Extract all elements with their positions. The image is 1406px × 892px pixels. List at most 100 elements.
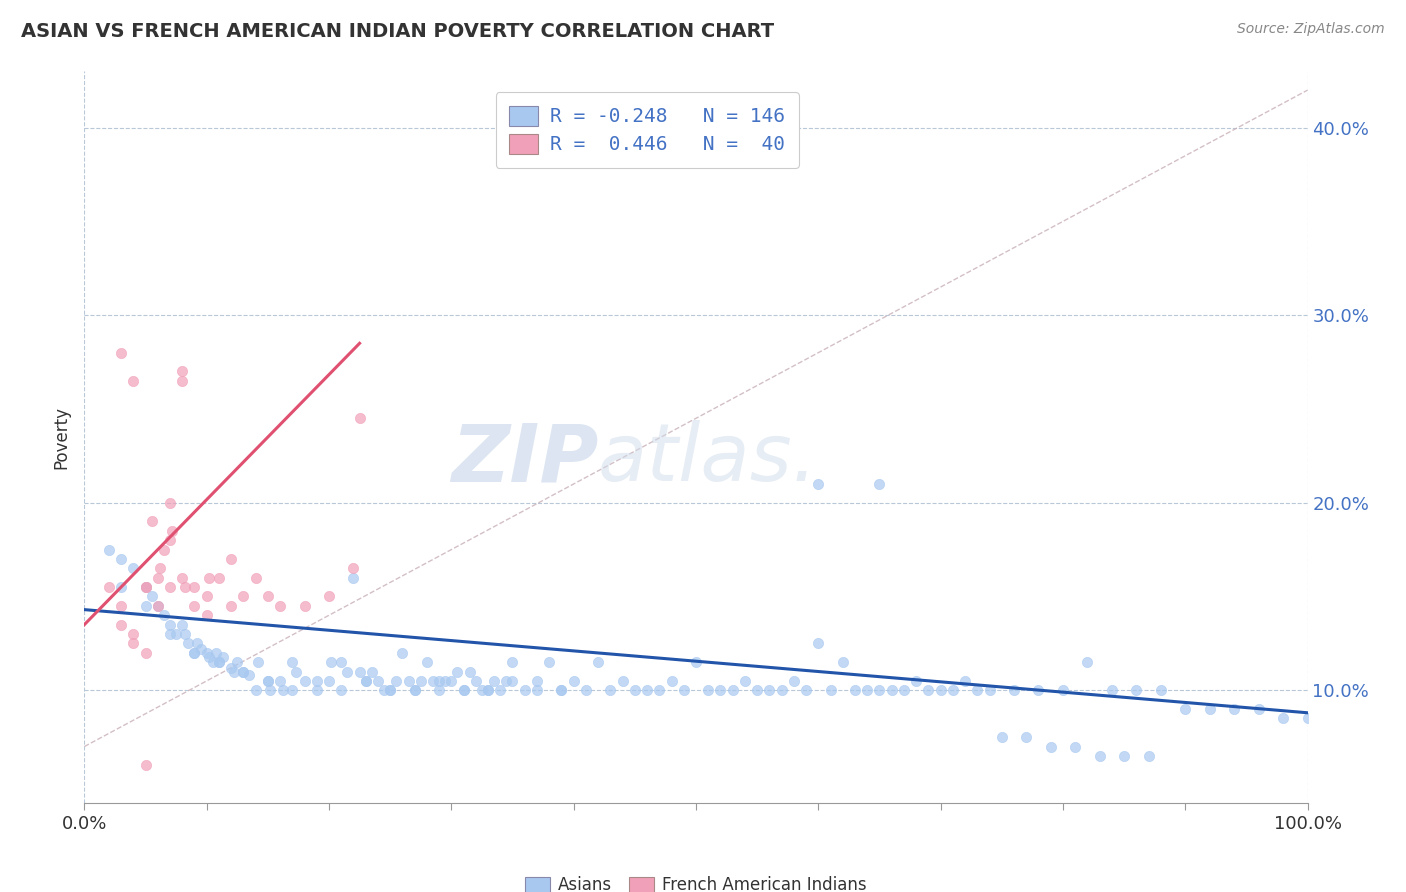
Point: [122, 561, 145, 575]
Point: [869, 477, 891, 491]
Point: [285, 665, 308, 679]
Point: [271, 683, 294, 698]
Point: [482, 673, 505, 688]
Point: [159, 617, 181, 632]
Point: [1223, 702, 1246, 716]
Point: [110, 345, 132, 359]
Point: [153, 542, 176, 557]
Point: [247, 655, 270, 669]
Point: [318, 590, 340, 604]
Point: [495, 673, 517, 688]
Point: [758, 683, 780, 698]
Point: [198, 649, 221, 664]
Point: [953, 673, 976, 688]
Point: [380, 683, 402, 698]
Point: [550, 683, 572, 698]
Point: [349, 411, 371, 425]
Point: [905, 673, 928, 688]
Point: [183, 646, 205, 660]
Point: [159, 533, 181, 548]
Point: [294, 599, 316, 613]
Point: [416, 655, 439, 669]
Point: [1101, 683, 1123, 698]
Point: [257, 673, 280, 688]
Point: [636, 683, 658, 698]
Point: [409, 673, 432, 688]
Point: [122, 627, 145, 641]
Point: [183, 599, 205, 613]
Point: [893, 683, 915, 698]
Point: [398, 673, 420, 688]
Point: [770, 683, 793, 698]
Point: [917, 683, 939, 698]
Point: [661, 673, 683, 688]
Point: [141, 515, 163, 529]
Point: [211, 649, 233, 664]
Point: [110, 599, 132, 613]
Point: [464, 673, 486, 688]
Point: [245, 571, 267, 585]
Point: [349, 665, 371, 679]
Point: [1296, 711, 1319, 725]
Point: [245, 683, 267, 698]
Point: [526, 673, 548, 688]
Text: Source: ZipAtlas.com: Source: ZipAtlas.com: [1237, 22, 1385, 37]
Point: [135, 580, 157, 594]
Point: [1015, 730, 1038, 744]
Point: [318, 673, 340, 688]
Point: [186, 636, 208, 650]
Point: [624, 683, 647, 698]
Point: [453, 683, 475, 698]
Point: [177, 636, 200, 650]
Point: [1174, 702, 1197, 716]
Point: [232, 590, 254, 604]
Point: [1076, 655, 1098, 669]
Point: [477, 683, 499, 698]
Point: [173, 580, 195, 594]
Point: [427, 673, 450, 688]
Point: [807, 477, 830, 491]
Point: [404, 683, 426, 698]
Point: [122, 374, 145, 388]
Point: [321, 655, 343, 669]
Point: [269, 673, 291, 688]
Point: [305, 673, 328, 688]
Point: [259, 683, 281, 698]
Point: [434, 673, 457, 688]
Point: [721, 683, 744, 698]
Point: [489, 683, 512, 698]
Point: [550, 683, 572, 698]
Point: [165, 627, 187, 641]
Point: [458, 665, 481, 679]
Point: [208, 655, 231, 669]
Point: [305, 683, 328, 698]
Point: [734, 673, 756, 688]
Point: [685, 655, 707, 669]
Point: [1247, 702, 1270, 716]
Point: [1272, 711, 1295, 725]
Point: [599, 683, 621, 698]
Point: [979, 683, 1001, 698]
Point: [367, 673, 389, 688]
Point: [195, 646, 218, 660]
Point: [697, 683, 720, 698]
Text: atlas.: atlas.: [598, 420, 818, 498]
Point: [526, 683, 548, 698]
Point: [831, 655, 853, 669]
Point: [195, 590, 218, 604]
Point: [794, 683, 817, 698]
Point: [1088, 748, 1111, 763]
Point: [1028, 683, 1050, 698]
Point: [612, 673, 634, 688]
Point: [172, 364, 194, 378]
Point: [281, 683, 304, 698]
Point: [1125, 683, 1147, 698]
Point: [1198, 702, 1220, 716]
Point: [1064, 739, 1087, 754]
Point: [162, 524, 184, 538]
Point: [446, 665, 468, 679]
Point: [336, 665, 359, 679]
Point: [1150, 683, 1173, 698]
Point: [502, 655, 524, 669]
Point: [159, 627, 181, 641]
